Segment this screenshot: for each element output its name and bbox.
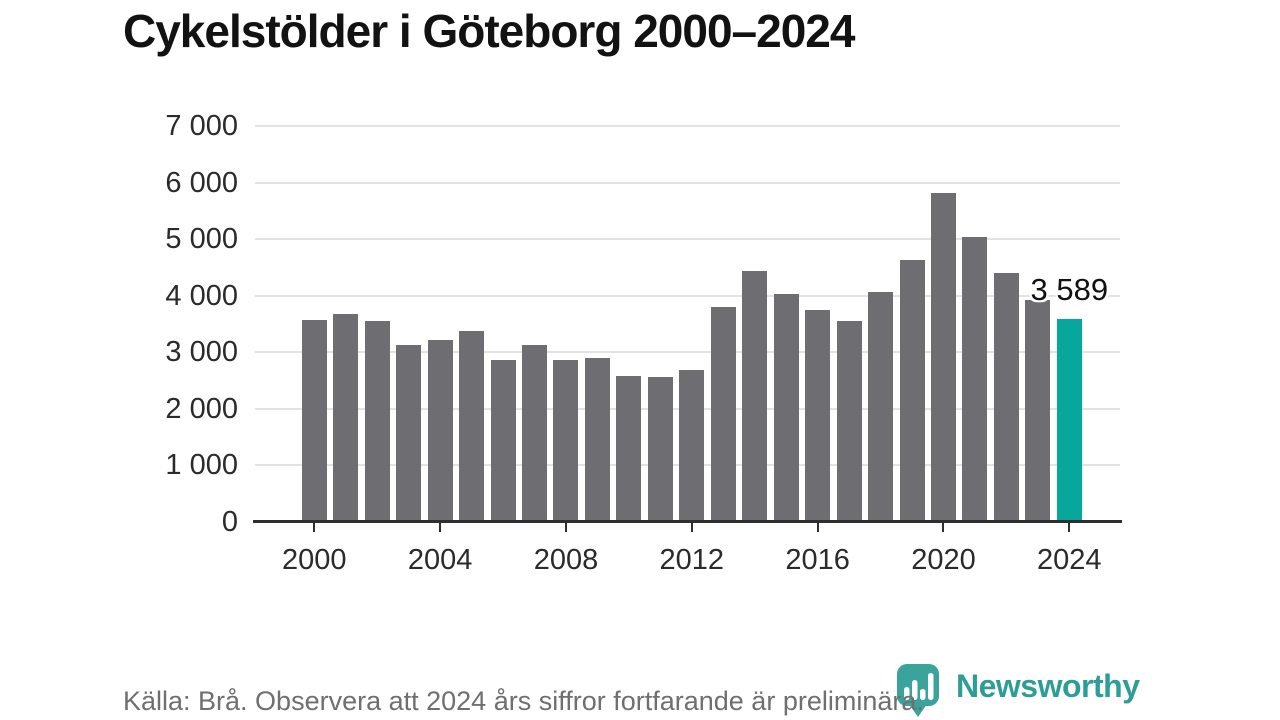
bar-2002 bbox=[364, 321, 390, 522]
bar-2005 bbox=[459, 330, 485, 522]
y-axis-tick-label: 1 000 bbox=[165, 449, 238, 482]
x-axis-tick bbox=[816, 523, 819, 532]
gridline bbox=[255, 125, 1120, 127]
x-axis-tick-label: 2012 bbox=[659, 544, 725, 576]
highlight-value-label: 3 589 bbox=[1030, 271, 1109, 307]
x-axis-tick bbox=[564, 523, 567, 532]
gridline bbox=[255, 294, 1120, 297]
bar-2010 bbox=[616, 376, 642, 522]
bar-2000 bbox=[301, 320, 327, 522]
source-note: Källa: Brå. Observera att 2024 års siffr… bbox=[123, 686, 924, 716]
newsworthy-logo-icon bbox=[897, 664, 939, 717]
bar-2014 bbox=[742, 270, 768, 522]
bar-2008 bbox=[553, 360, 579, 522]
bar-2024 bbox=[1056, 318, 1082, 522]
y-axis-tick-label: 2 000 bbox=[165, 392, 238, 425]
bar-2015 bbox=[773, 294, 799, 522]
bar-2006 bbox=[490, 359, 516, 522]
x-axis-tick bbox=[1068, 523, 1071, 532]
x-axis-tick-label: 2008 bbox=[533, 544, 599, 576]
brand-name: Newsworthy bbox=[956, 668, 1140, 704]
bar-2020 bbox=[930, 193, 956, 522]
x-axis-tick bbox=[690, 523, 693, 532]
y-axis-tick-label: 7 000 bbox=[165, 110, 238, 142]
x-axis-tick bbox=[439, 523, 442, 532]
bar-2023 bbox=[1025, 300, 1051, 522]
gridline bbox=[255, 351, 1120, 354]
bar-2022 bbox=[993, 273, 1019, 522]
y-axis-tick-label: 6 000 bbox=[165, 166, 238, 199]
y-axis-tick-label: 5 000 bbox=[165, 223, 238, 256]
bar-2018 bbox=[868, 291, 894, 522]
bar-2019 bbox=[899, 259, 925, 522]
x-axis-tick-label: 2016 bbox=[785, 544, 850, 576]
y-axis-tick-label: 3 000 bbox=[165, 336, 238, 369]
bar-2021 bbox=[962, 236, 988, 522]
bar-2013 bbox=[710, 307, 736, 522]
x-axis-tick bbox=[942, 523, 945, 532]
bar-2012 bbox=[679, 369, 705, 522]
y-axis-tick-label: 4 000 bbox=[165, 279, 238, 312]
x-axis-line bbox=[253, 520, 1122, 523]
gridline bbox=[255, 238, 1120, 241]
bar-2001 bbox=[333, 313, 359, 522]
x-axis-tick-label: 2004 bbox=[407, 544, 473, 576]
x-axis-tick-label: 2020 bbox=[911, 544, 976, 576]
bar-2004 bbox=[427, 340, 453, 522]
bar-2009 bbox=[584, 357, 610, 522]
x-axis-tick-label: 2024 bbox=[1037, 544, 1102, 576]
x-axis-tick-label: 2000 bbox=[282, 544, 347, 576]
y-axis-tick-label: 0 bbox=[221, 506, 238, 538]
bar-2017 bbox=[836, 321, 862, 522]
bar-2011 bbox=[647, 377, 673, 522]
gridline bbox=[255, 181, 1120, 184]
bar-2007 bbox=[522, 344, 547, 522]
bar-2016 bbox=[805, 310, 831, 522]
chart-title: Cykelstölder i Göteborg 2000–2024 bbox=[123, 5, 855, 57]
bar-2003 bbox=[396, 344, 422, 522]
x-axis-tick bbox=[313, 523, 316, 532]
